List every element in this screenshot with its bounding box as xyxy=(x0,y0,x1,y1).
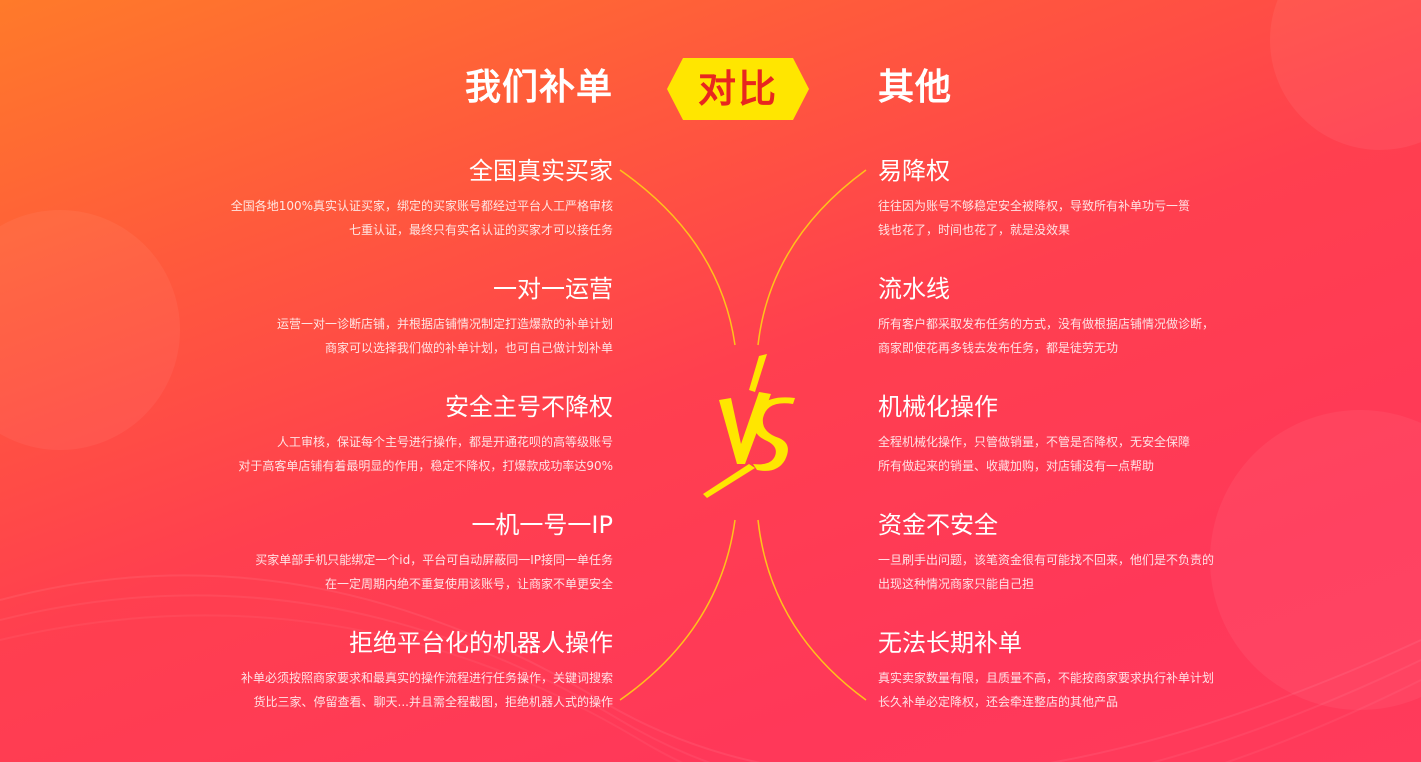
left-item-desc-line-2: 商家可以选择我们做的补单计划，也可自己做计划补单 xyxy=(324,341,613,355)
left-item-desc-line-1: 全国各地100%真实认证买家，绑定的买家账号都经过平台人工严格审核 xyxy=(230,199,613,213)
left-upper-curve xyxy=(619,169,736,346)
left-item-desc-line-2: 对于高客单店铺有着最明显的作用，稳定不降权，打爆款成功率达90% xyxy=(238,459,613,473)
right-item-desc: 一旦刷手出问题，该笔资金很有可能找不回来，他们是不负责的 出现这种情况商家只能自… xyxy=(878,548,1214,596)
left-item-real-buyers: 全国真实买家 全国各地100%真实认证买家，绑定的买家账号都经过平台人工严格审核… xyxy=(231,156,613,242)
right-upper-curve xyxy=(757,169,867,346)
left-item-title: 一机一号一IP xyxy=(471,511,613,539)
right-item-unsafe-funds: 资金不安全 一旦刷手出问题，该笔资金很有可能找不回来，他们是不负责的 出现这种情… xyxy=(878,510,1214,596)
right-lower-curve xyxy=(757,519,867,701)
right-item-desc: 往往因为账号不够稳定安全被降权，导致所有补单功亏一篑 钱也花了，时间也花了，就是… xyxy=(878,194,1190,242)
hexagon-badge-shape xyxy=(667,58,809,120)
right-item-title: 流水线 xyxy=(878,275,950,303)
right-item-desc: 全程机械化操作，只管做销量，不管是否降权，无安全保障 所有做起来的销量、收藏加购… xyxy=(878,430,1190,478)
left-item-title: 一对一运营 xyxy=(493,275,613,303)
right-item-title: 无法长期补单 xyxy=(878,629,1022,657)
right-item-not-long-term: 无法长期补单 真实卖家数量有限，且质量不高，不能按商家要求执行补单计划 长久补单… xyxy=(878,628,1214,714)
compare-badge-label: 对比 xyxy=(697,67,778,111)
left-item-desc-line-1: 运营一对一诊断店铺，并根据店铺情况制定打造爆款的补单计划 xyxy=(276,317,613,331)
left-item-safe-account: 安全主号不降权 人工审核，保证每个主号进行操作，都是开通花呗的高等级账号 对于高… xyxy=(238,392,613,478)
right-item-assembly-line: 流水线 所有客户都采取发布任务的方式，没有做根据店铺情况做诊断， 商家即使花再多… xyxy=(878,274,1214,360)
right-item-mechanical: 机械化操作 全程机械化操作，只管做销量，不管是否降权，无安全保障 所有做起来的销… xyxy=(878,392,1190,478)
left-item-desc: 运营一对一诊断店铺，并根据店铺情况制定打造爆款的补单计划 商家可以选择我们做的补… xyxy=(277,312,613,360)
right-item-desc: 所有客户都采取发布任务的方式，没有做根据店铺情况做诊断， 商家即使花再多钱去发布… xyxy=(878,312,1214,360)
left-item-one-device-ip: 一机一号一IP 买家单部手机只能绑定一个id，平台可自动屏蔽同一IP接同一单任务… xyxy=(255,510,613,596)
svg-text:VS: VS xyxy=(747,501,749,502)
left-item-desc: 人工审核，保证每个主号进行操作，都是开通花呗的高等级账号 对于高客单店铺有着最明… xyxy=(238,430,613,478)
left-item-desc-line-2: 货比三家、停留查看、聊天...并且需全程截图，拒绝机器人式的操作 xyxy=(253,695,613,709)
left-item-desc: 全国各地100%真实认证买家，绑定的买家账号都经过平台人工严格审核 七重认证，最… xyxy=(231,194,613,242)
left-column-title: 我们补单 xyxy=(464,67,613,108)
left-item-desc-line-1: 补单必须按照商家要求和最真实的操作流程进行任务操作，关键词搜索 xyxy=(240,671,613,685)
right-item-easy-downgrade: 易降权 往往因为账号不够稳定安全被降权，导致所有补单功亏一篑 钱也花了，时间也花… xyxy=(878,156,1190,242)
right-item-desc-line-1: 全程机械化操作，只管做销量，不管是否降权，无安全保障 xyxy=(878,435,1191,449)
right-item-title: 资金不安全 xyxy=(878,511,998,539)
right-item-desc-line-1: 往往因为账号不够稳定安全被降权，导致所有补单功亏一篑 xyxy=(878,199,1191,213)
right-item-desc-line-2: 长久补单必定降权，还会牵连整店的其他产品 xyxy=(878,695,1119,709)
right-item-desc-line-2: 出现这种情况商家只能自己担 xyxy=(878,577,1035,591)
right-item-desc-line-1: 所有客户都采取发布任务的方式，没有做根据店铺情况做诊断， xyxy=(878,317,1215,331)
right-item-desc-line-1: 一旦刷手出问题，该笔资金很有可能找不回来，他们是不负责的 xyxy=(878,553,1215,567)
left-item-desc-line-1: 买家单部手机只能绑定一个id，平台可自动屏蔽同一IP接同一单任务 xyxy=(255,553,613,567)
right-item-desc: 真实卖家数量有限，且质量不高，不能按商家要求执行补单计划 长久补单必定降权，还会… xyxy=(878,666,1214,714)
right-item-desc-line-2: 商家即使花再多钱去发布任务，都是徒劳无功 xyxy=(878,341,1119,355)
left-item-desc-line-1: 人工审核，保证每个主号进行操作，都是开通花呗的高等级账号 xyxy=(276,435,613,449)
left-item-desc-line-2: 在一定周期内绝不重复使用该账号，让商家不单更安全 xyxy=(324,577,613,591)
right-item-title: 机械化操作 xyxy=(878,393,998,421)
left-item-title: 安全主号不降权 xyxy=(445,393,613,421)
left-item-desc: 买家单部手机只能绑定一个id，平台可自动屏蔽同一IP接同一单任务 在一定周期内绝… xyxy=(255,548,613,596)
left-item-desc-line-2: 七重认证，最终只有实名认证的买家才可以接任务 xyxy=(348,223,613,237)
left-item-one-on-one: 一对一运营 运营一对一诊断店铺，并根据店铺情况制定打造爆款的补单计划 商家可以选… xyxy=(277,274,613,360)
right-item-desc-line-1: 真实卖家数量有限，且质量不高，不能按商家要求执行补单计划 xyxy=(878,671,1215,685)
left-item-title: 拒绝平台化的机器人操作 xyxy=(349,629,613,657)
compare-badge: 对比 xyxy=(667,58,809,120)
right-column-title: 其他 xyxy=(878,67,953,108)
left-item-title: 全国真实买家 xyxy=(469,157,613,185)
vs-icon: VS xyxy=(703,354,795,502)
right-item-title: 易降权 xyxy=(878,157,950,185)
right-item-desc-line-2: 所有做起来的销量、收藏加购，对店铺没有一点帮助 xyxy=(878,459,1155,473)
right-item-desc-line-2: 钱也花了，时间也花了，就是没效果 xyxy=(878,223,1071,237)
left-item-no-robot: 拒绝平台化的机器人操作 补单必须按照商家要求和最真实的操作流程进行任务操作，关键… xyxy=(241,628,613,714)
left-item-desc: 补单必须按照商家要求和最真实的操作流程进行任务操作，关键词搜索 货比三家、停留查… xyxy=(241,666,613,714)
left-lower-curve xyxy=(619,519,736,701)
